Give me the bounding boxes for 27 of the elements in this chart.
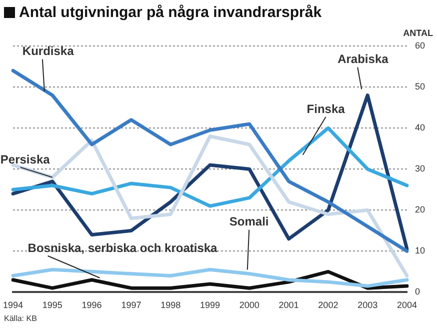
x-tick-label: 2001 <box>278 300 299 310</box>
text: Bosniska, serbiska och kroatiska <box>28 240 218 255</box>
x-tick-label: 1996 <box>82 300 102 310</box>
series-label: Persiska <box>0 152 50 166</box>
x-tick-label: 2000 <box>239 300 260 310</box>
x-tick-label: 1997 <box>121 300 142 310</box>
x-tick-label: 1994 <box>2 300 24 310</box>
y-tick-label: 50 <box>414 82 426 92</box>
x-tick-label: 2004 <box>396 300 418 310</box>
x-tick-label: 2003 <box>358 300 378 310</box>
y-tick-label: 60 <box>414 40 426 50</box>
text: Källa: KB <box>3 314 38 323</box>
x-tick-label: 1995 <box>42 300 62 310</box>
y-tick-label: 0 <box>414 286 420 297</box>
x-tick-label: 1999 <box>200 300 220 310</box>
y-axis-title: ANTAL <box>403 28 434 38</box>
chart-title: Antal utgivningar på några invandrarspråk <box>19 4 322 20</box>
y-tick-label: 10 <box>414 246 426 256</box>
text: Somali <box>229 214 269 229</box>
y-tick-label: 30 <box>414 164 426 174</box>
series-label: Finska <box>306 102 346 116</box>
y-tick-label: 20 <box>414 204 426 215</box>
x-tick-label: 1998 <box>160 300 181 310</box>
text: Arabiska <box>338 52 389 66</box>
y-tick-label: 40 <box>414 122 426 133</box>
series-label: Kurdiska <box>22 44 74 58</box>
x-tick-label: 2002 <box>318 300 338 310</box>
